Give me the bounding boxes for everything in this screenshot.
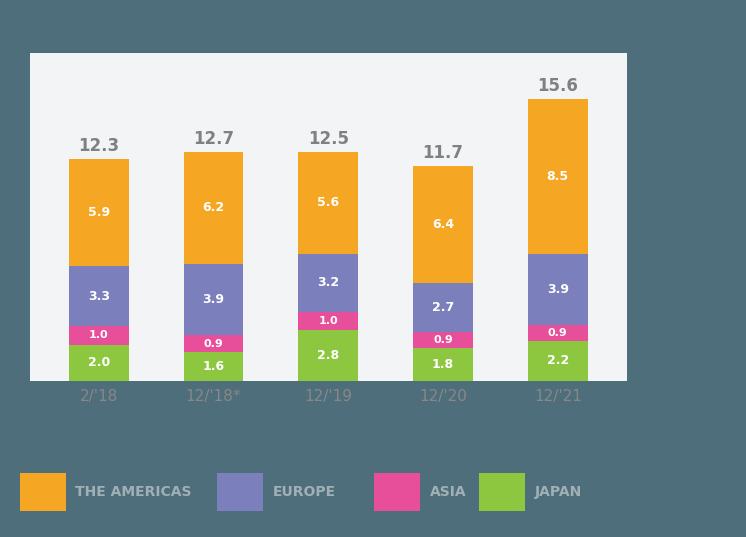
Text: 1.6: 1.6	[202, 360, 225, 373]
Bar	[413, 348, 473, 381]
Text: ASIA: ASIA	[430, 485, 466, 499]
Bar	[298, 312, 358, 330]
Text: 12.7: 12.7	[193, 129, 234, 148]
Text: 0.9: 0.9	[204, 339, 223, 349]
Text: 12.5: 12.5	[308, 129, 348, 148]
Bar	[69, 345, 128, 381]
Text: EUROPE: EUROPE	[272, 485, 336, 499]
Text: 12.3: 12.3	[78, 137, 119, 155]
Bar	[298, 330, 358, 381]
Text: 2.0: 2.0	[87, 356, 110, 369]
Text: 8.5: 8.5	[547, 170, 569, 183]
Bar	[184, 352, 243, 381]
Text: 5.6: 5.6	[317, 196, 339, 209]
Text: 3.3: 3.3	[88, 290, 110, 303]
Text: 0.9: 0.9	[548, 328, 568, 338]
Bar	[69, 326, 128, 345]
Text: 0.9: 0.9	[433, 335, 453, 345]
Text: THE AMERICAS: THE AMERICAS	[75, 485, 192, 499]
Text: 3.9: 3.9	[202, 293, 225, 307]
FancyBboxPatch shape	[19, 473, 66, 511]
Text: 1.8: 1.8	[432, 358, 454, 371]
Text: 11.7: 11.7	[422, 144, 463, 162]
Bar	[298, 151, 358, 253]
Text: JAPAN: JAPAN	[535, 485, 583, 499]
Bar	[184, 151, 243, 264]
Bar	[184, 264, 243, 336]
Bar	[298, 253, 358, 312]
Bar	[528, 324, 588, 341]
Text: 2.8: 2.8	[317, 349, 339, 362]
FancyBboxPatch shape	[479, 473, 525, 511]
Bar	[184, 336, 243, 352]
FancyBboxPatch shape	[374, 473, 420, 511]
Bar	[69, 266, 128, 326]
Bar	[528, 99, 588, 253]
Bar	[413, 332, 473, 348]
Bar	[413, 282, 473, 332]
FancyBboxPatch shape	[216, 473, 263, 511]
Text: 5.9: 5.9	[87, 206, 110, 219]
Bar	[69, 159, 128, 266]
Text: 6.2: 6.2	[202, 201, 225, 214]
Text: 2.7: 2.7	[432, 301, 454, 314]
Bar	[528, 253, 588, 324]
Text: 1.0: 1.0	[89, 330, 108, 340]
Text: 3.2: 3.2	[317, 276, 339, 289]
Text: 3.9: 3.9	[547, 282, 568, 295]
Text: 1.0: 1.0	[319, 316, 338, 326]
Bar	[528, 341, 588, 381]
Text: 6.4: 6.4	[432, 218, 454, 231]
Bar	[413, 166, 473, 282]
Text: 2.2: 2.2	[547, 354, 569, 367]
Text: 15.6: 15.6	[537, 77, 578, 95]
